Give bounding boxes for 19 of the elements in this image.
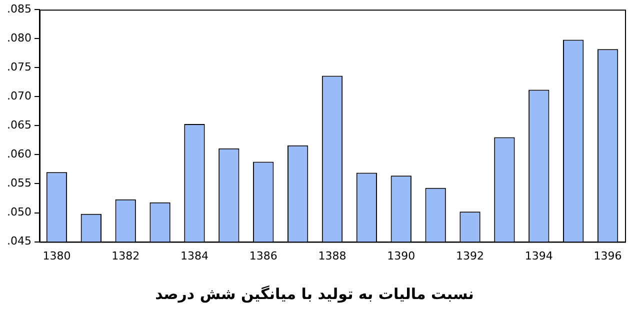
x-tick-label: 1392 — [456, 249, 484, 262]
y-tick-label: .075 — [6, 60, 32, 74]
x-tick-label: 1388 — [318, 249, 346, 262]
x-tick-label: 1382 — [112, 249, 140, 262]
x-tick-label: 1396 — [594, 249, 622, 262]
x-tick-label: 1386 — [249, 249, 278, 262]
y-tick-label: .085 — [6, 2, 32, 16]
text: نسبت مالیات به تولید با میانگین شش درصد — [155, 284, 474, 303]
y-tick-label: .065 — [6, 118, 32, 132]
y-tick-label: .050 — [6, 206, 32, 219]
y-tick-label: .055 — [6, 176, 32, 190]
y-tick-label: .045 — [6, 234, 32, 248]
x-tick-label: 1380 — [42, 249, 71, 262]
y-tick-label: .080 — [6, 31, 32, 44]
y-tick-label: .070 — [6, 90, 32, 103]
x-tick-label: 1394 — [524, 249, 553, 262]
x-tick-label: 1390 — [387, 249, 416, 262]
y-tick-label: .060 — [6, 148, 32, 161]
x-tick-label: 1384 — [180, 249, 208, 262]
